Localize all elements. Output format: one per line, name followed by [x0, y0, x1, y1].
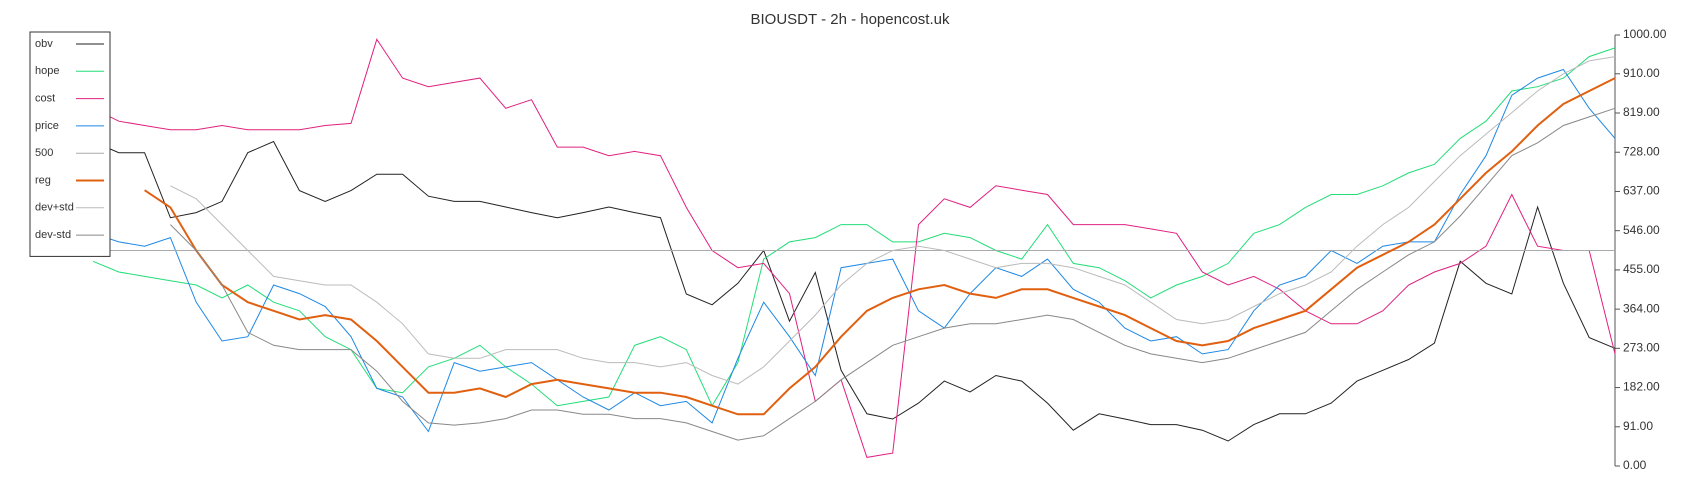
y-tick-label: 364.00	[1623, 301, 1660, 315]
series-line	[144, 77, 1616, 416]
y-tick-label: 273.00	[1623, 341, 1660, 355]
y-tick-label: 910.00	[1623, 66, 1660, 80]
legend-label: 500	[35, 147, 53, 159]
legend-label: dev-std	[35, 229, 71, 241]
legend-label: dev+std	[35, 202, 74, 214]
y-tick-label: 0.00	[1623, 458, 1647, 472]
series-line	[92, 47, 1616, 407]
chart-title: BIOUSDT - 2h - hopencost.uk	[751, 11, 950, 28]
series-line	[170, 56, 1616, 385]
y-tick-label: 819.00	[1623, 105, 1660, 119]
legend-label: hope	[35, 65, 59, 77]
series-line	[92, 38, 1616, 458]
y-tick-label: 546.00	[1623, 223, 1660, 237]
y-tick-label: 1000.00	[1623, 27, 1667, 41]
y-tick-label: 637.00	[1623, 184, 1660, 198]
legend: obv hope cost price 500 reg dev+std dev-std	[29, 31, 111, 257]
y-tick-label: 91.00	[1623, 419, 1653, 433]
series-line	[170, 107, 1616, 441]
legend-label: reg	[35, 174, 51, 186]
y-tick-label: 455.00	[1623, 262, 1660, 276]
legend-box	[29, 31, 111, 257]
series-line	[92, 140, 1616, 442]
legend-label: obv	[35, 38, 53, 50]
series-line	[92, 68, 1616, 433]
legend-label: price	[35, 120, 59, 132]
y-tick-label: 182.00	[1623, 380, 1660, 394]
y-tick-label: 728.00	[1623, 144, 1660, 158]
legend-label: cost	[35, 93, 55, 105]
